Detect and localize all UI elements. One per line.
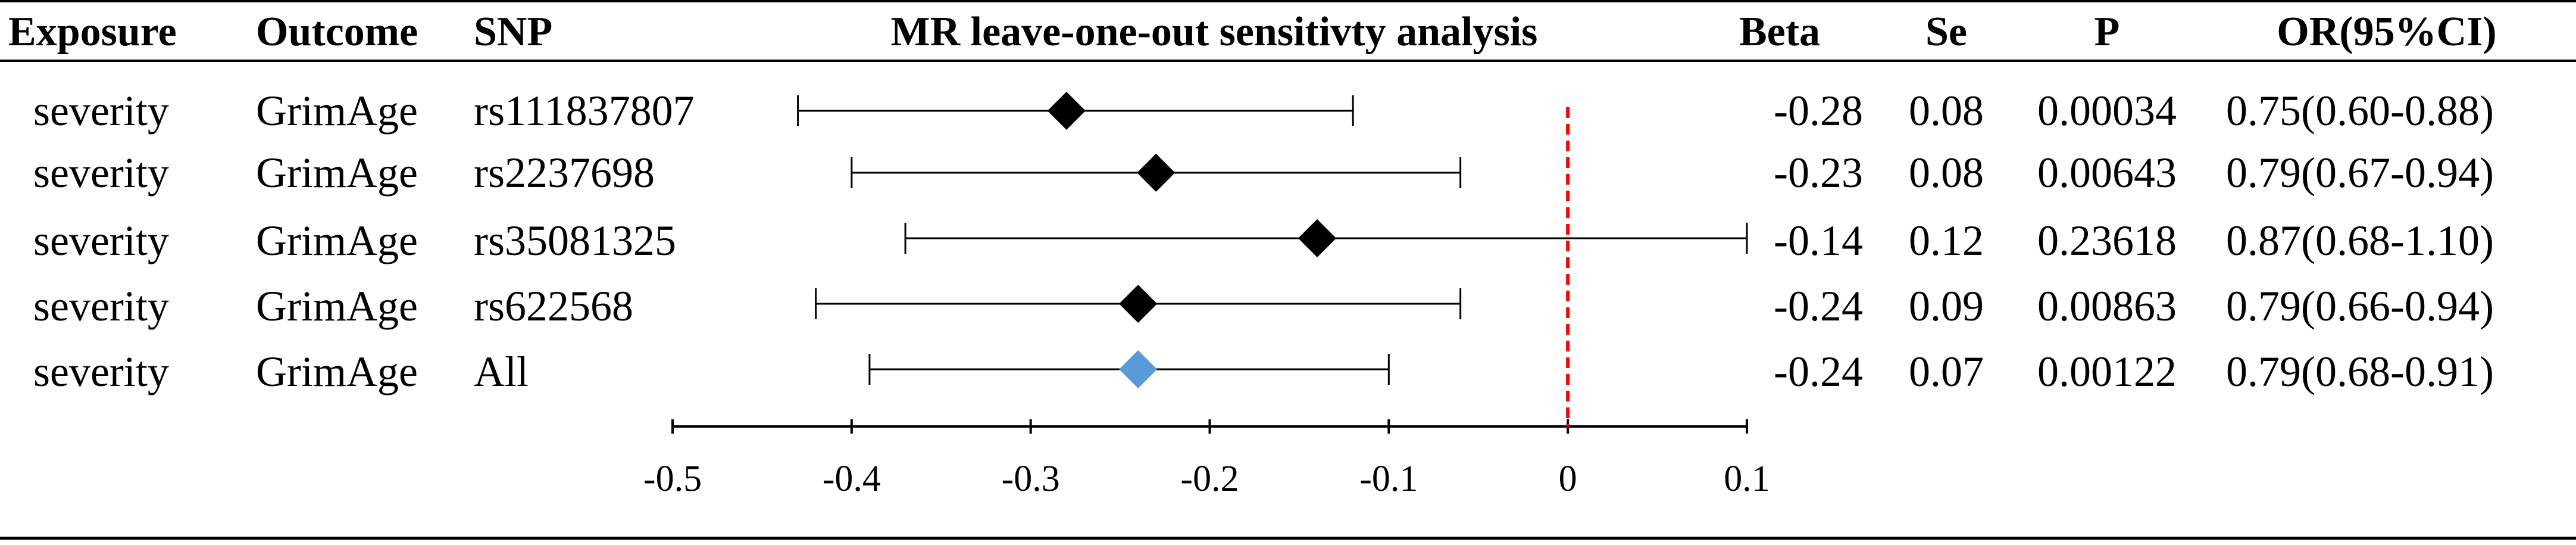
cell-exposure: severity [33, 282, 169, 330]
header-outcome: Outcome [256, 9, 418, 55]
cell-outcome: GrimAge [256, 282, 418, 330]
cell-snp: rs622568 [474, 282, 633, 330]
cell-or: 0.79(0.67-0.94) [2226, 149, 2494, 197]
cell-or: 0.75(0.60-0.88) [2226, 87, 2494, 135]
cell-outcome: GrimAge [256, 149, 418, 197]
table-bottom-rule [0, 537, 2576, 540]
cell-beta: -0.24 [1774, 282, 1863, 330]
header-or: OR(95%CI) [2277, 9, 2497, 55]
cell-snp: All [474, 348, 529, 395]
x-tick-label: -0.1 [1359, 459, 1418, 499]
cell-beta: -0.28 [1774, 87, 1863, 135]
cell-outcome: GrimAge [256, 348, 418, 395]
cell-se: 0.09 [1909, 282, 1984, 330]
header-p: P [2094, 9, 2120, 55]
x-tick-label: -0.4 [823, 459, 881, 499]
cell-outcome: GrimAge [256, 217, 418, 264]
cell-snp: rs2237698 [474, 149, 655, 197]
cell-se: 0.07 [1909, 348, 1984, 395]
cell-beta: -0.14 [1774, 217, 1863, 264]
point-marker [1119, 350, 1158, 388]
cell-exposure: severity [33, 149, 169, 197]
table-top-rule [0, 0, 2576, 2]
cell-beta: -0.23 [1774, 149, 1863, 197]
point-marker [1047, 92, 1086, 130]
cell-beta: -0.24 [1774, 348, 1863, 395]
point-marker [1137, 154, 1176, 192]
cell-se: 0.12 [1909, 217, 1984, 264]
cell-se: 0.08 [1909, 149, 1984, 197]
cell-exposure: severity [33, 348, 169, 395]
header-bottom-rule [0, 60, 2576, 62]
x-tick-label: 0.1 [1724, 459, 1770, 499]
header-exposure: Exposure [8, 9, 177, 55]
cell-exposure: severity [33, 217, 169, 264]
cell-p: 0.00122 [2037, 348, 2177, 395]
cell-p: 0.00643 [2037, 149, 2177, 197]
cell-p: 0.23618 [2037, 217, 2177, 264]
cell-snp: rs35081325 [474, 217, 676, 264]
x-tick-label: -0.3 [1002, 459, 1060, 499]
cell-or: 0.87(0.68-1.10) [2226, 217, 2494, 264]
point-marker [1298, 219, 1336, 257]
cell-se: 0.08 [1909, 87, 1984, 135]
cell-or: 0.79(0.66-0.94) [2226, 282, 2494, 330]
header-chart-title: MR leave-one-out sensitivty analysis [890, 9, 1538, 55]
header-beta: Beta [1739, 9, 1821, 55]
cell-p: 0.00034 [2037, 87, 2177, 135]
point-marker [1119, 285, 1158, 323]
x-tick-label: -0.2 [1180, 459, 1239, 499]
cell-outcome: GrimAge [256, 87, 418, 135]
cell-snp: rs111837807 [474, 87, 695, 135]
cell-p: 0.00863 [2037, 282, 2177, 330]
x-tick-label: -0.5 [643, 459, 702, 499]
header-se: Se [1925, 9, 1967, 55]
header-snp: SNP [474, 9, 553, 55]
cell-exposure: severity [33, 87, 169, 135]
x-tick-label: 0 [1559, 459, 1577, 499]
cell-or: 0.79(0.68-0.91) [2226, 348, 2494, 395]
